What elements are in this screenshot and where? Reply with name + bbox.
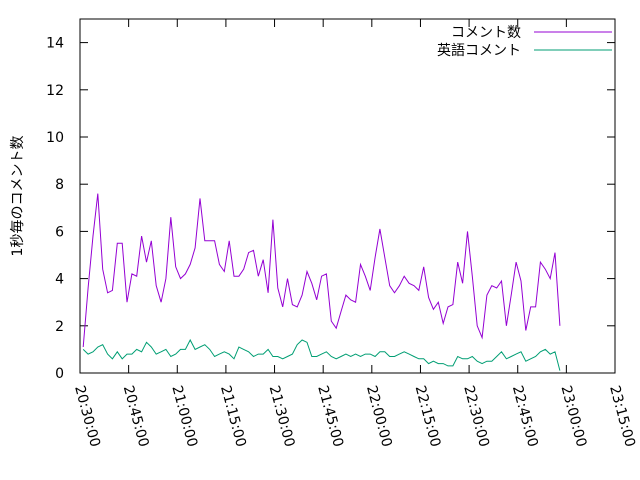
x-tick-label: 20:45:00	[120, 384, 152, 449]
series-lines	[82, 193, 561, 371]
series-line-1	[82, 338, 561, 371]
y-tick-label: 10	[46, 130, 64, 146]
x-tick-label: 22:45:00	[509, 384, 541, 449]
x-tick-label: 21:00:00	[168, 384, 200, 449]
x-tick-label: 23:00:00	[557, 384, 589, 449]
legend-label-english-comments: 英語コメント	[437, 42, 521, 59]
y-tick-label: 14	[46, 36, 64, 52]
series-line-0	[82, 193, 561, 348]
legend: コメント数 英語コメント	[437, 25, 612, 59]
y-tick-label: 0	[55, 366, 64, 382]
x-axis-ticks: 20:30:00 20:45:00 21:00:00 21:15:00 21:30:00…	[71, 19, 638, 449]
x-tick-label: 22:00:00	[363, 384, 395, 449]
x-tick-label: 22:30:00	[460, 384, 492, 449]
x-tick-label: 21:15:00	[217, 384, 249, 449]
x-tick-label: 23:15:00	[606, 384, 638, 449]
legend-label-comments: コメント数	[451, 25, 521, 41]
x-tick-label: 22:15:00	[412, 384, 444, 449]
x-tick-label: 21:45:00	[314, 384, 346, 449]
plot-frame	[79, 18, 616, 374]
y-tick-label: 4	[55, 272, 64, 288]
y-axis-ticks: 0 2 4 6 8 10 12 14	[46, 36, 615, 382]
x-tick-label: 21:30:00	[266, 384, 298, 449]
y-tick-label: 6	[55, 224, 64, 240]
x-tick-label: 20:30:00	[71, 384, 103, 449]
y-tick-label: 12	[46, 83, 64, 99]
y-axis-label: 1秒毎のコメント数	[10, 136, 26, 257]
y-tick-label: 2	[55, 319, 64, 335]
y-tick-label: 8	[55, 177, 64, 193]
